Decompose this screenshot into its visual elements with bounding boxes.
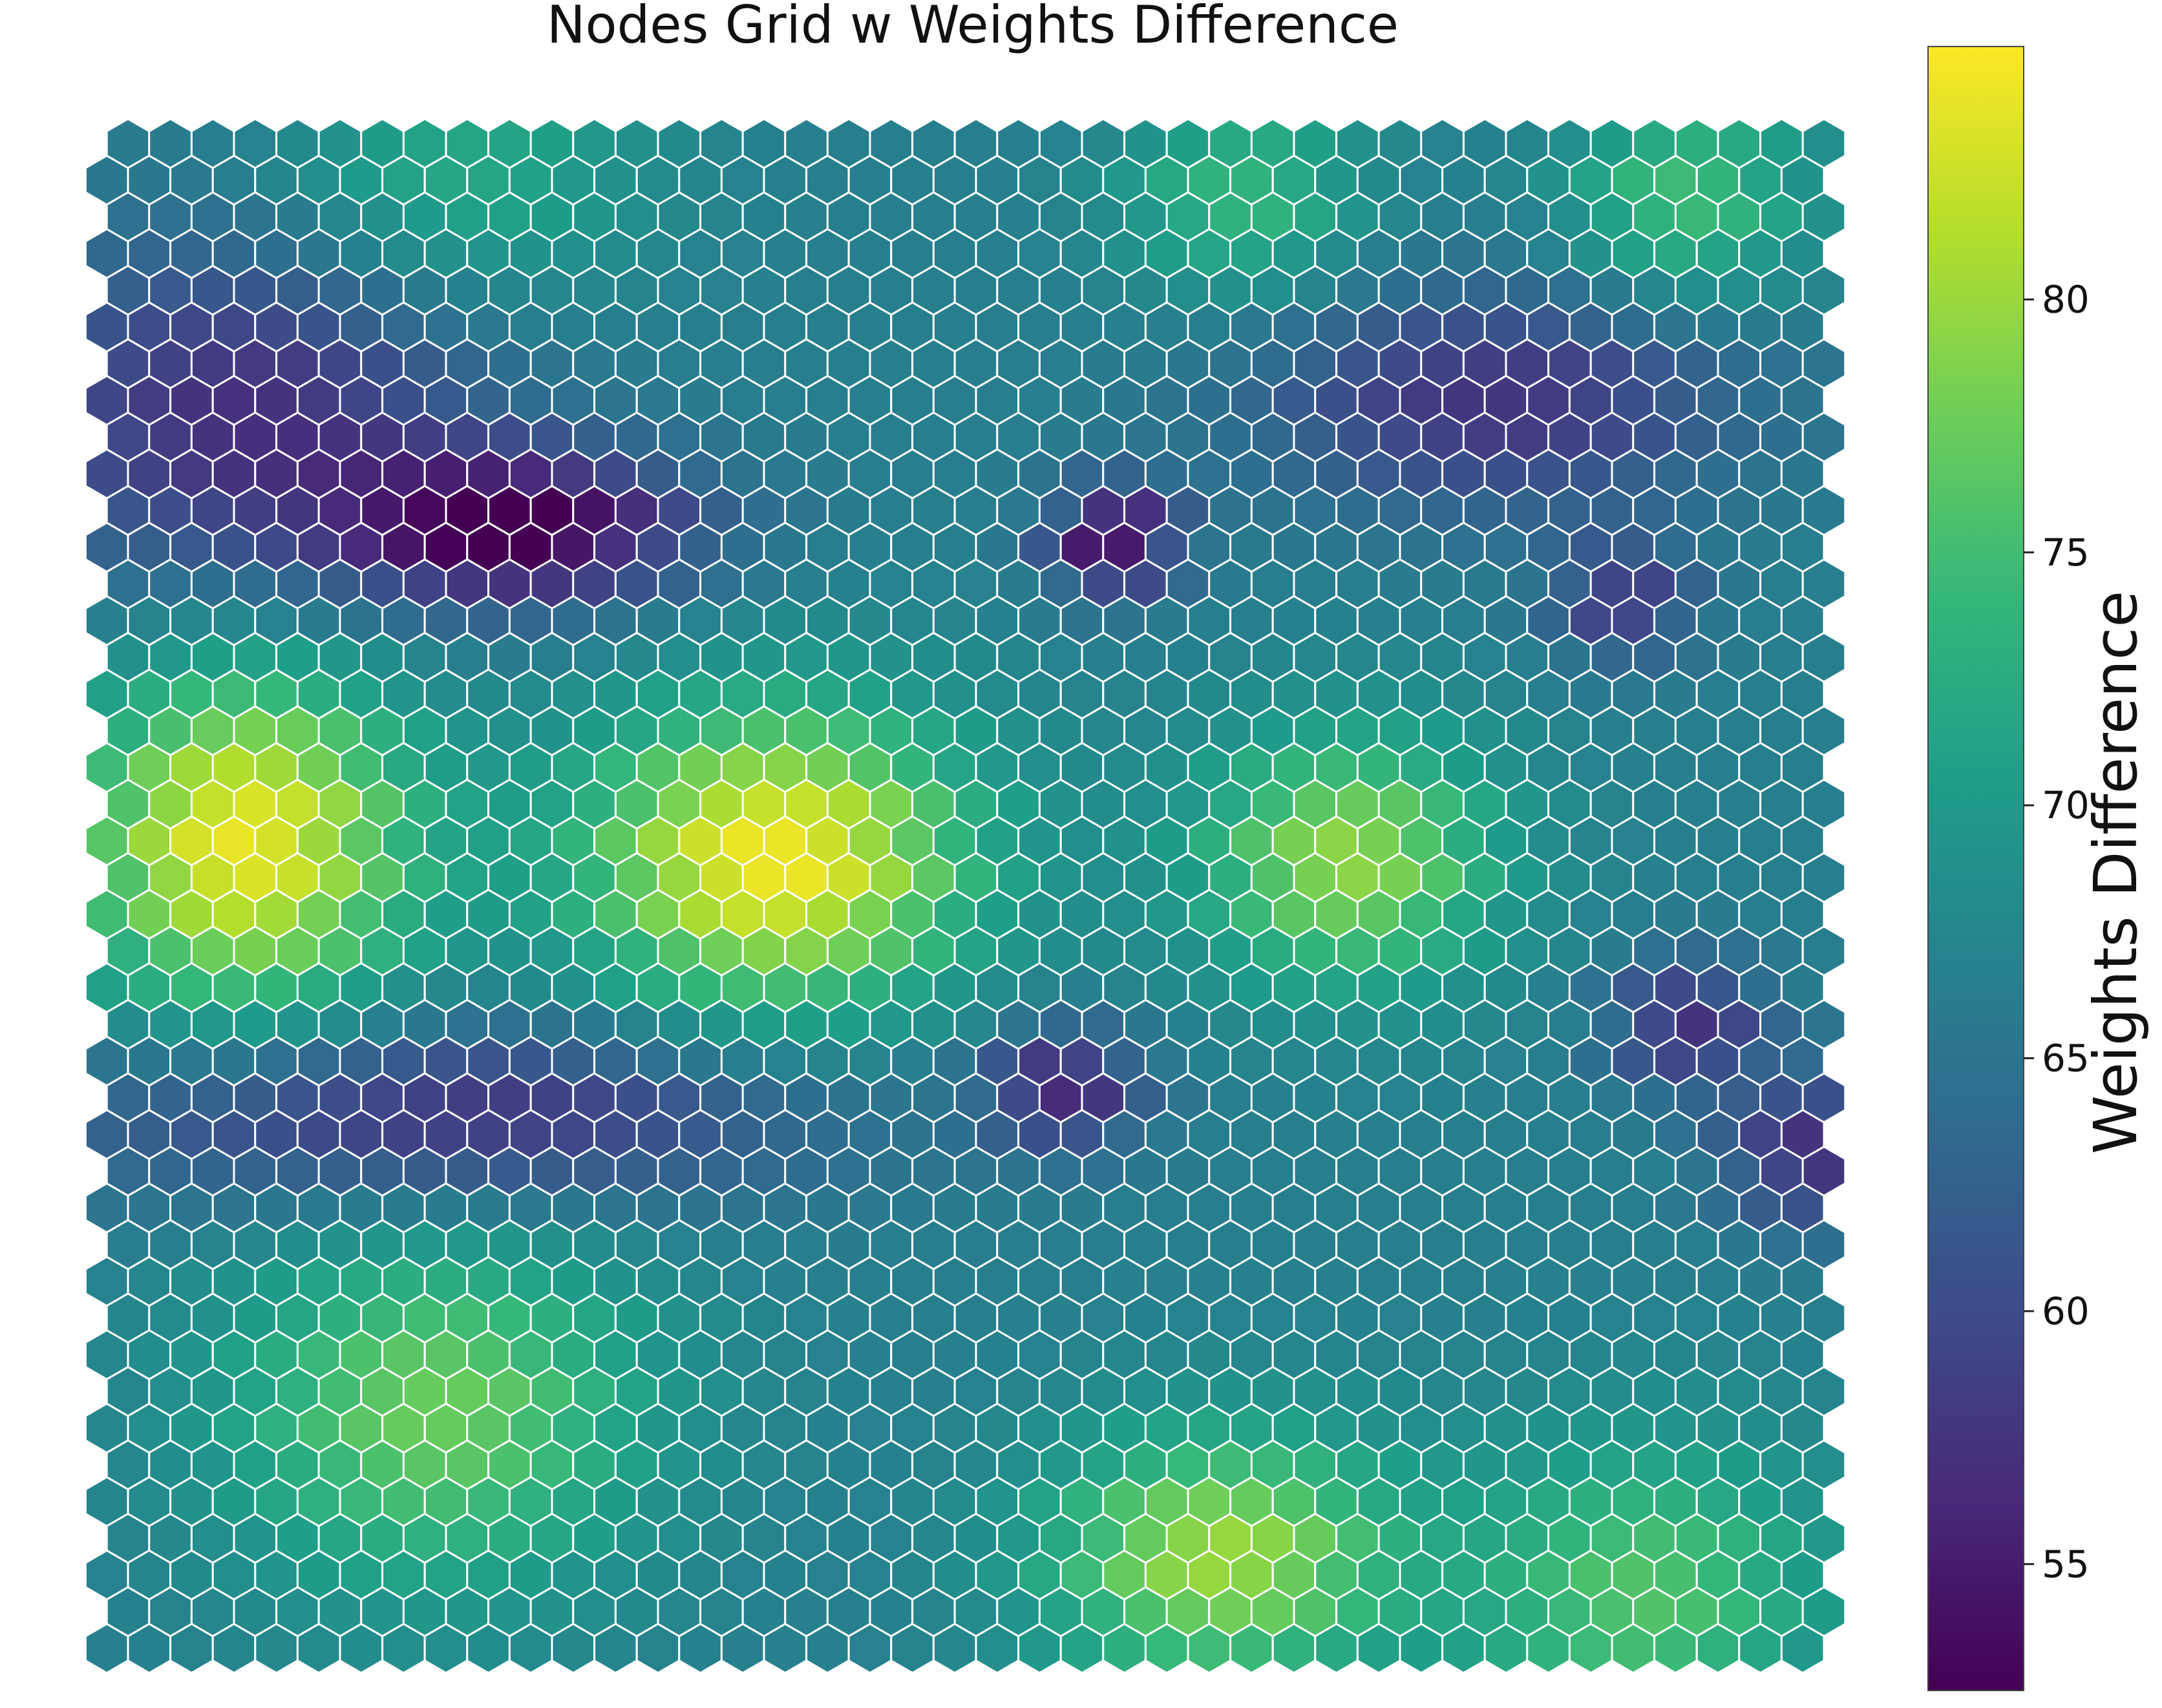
colorbar-tick-label: 55 xyxy=(2042,1542,2090,1586)
colorbar-tick-label: 60 xyxy=(2042,1289,2090,1333)
colorbar-ticks: 55 60 65 70 75 80 xyxy=(2024,277,2090,1586)
hex-cell xyxy=(1780,1623,1825,1674)
colorbar-tick-label: 75 xyxy=(2042,531,2090,575)
colorbar-tick-label: 80 xyxy=(2042,277,2090,321)
hex-grid xyxy=(84,118,1847,1674)
colorbar-gradient xyxy=(1927,46,2024,1691)
colorbar-tick-label: 70 xyxy=(2042,783,2090,827)
colorbar-label: Weights Difference xyxy=(2081,591,2150,1154)
chart-title: Nodes Grid w Weights Difference xyxy=(547,0,1399,55)
colorbar: 55 60 65 70 75 80 Weights Difference xyxy=(1927,46,2150,1691)
colorbar-tick-label: 65 xyxy=(2042,1037,2090,1081)
